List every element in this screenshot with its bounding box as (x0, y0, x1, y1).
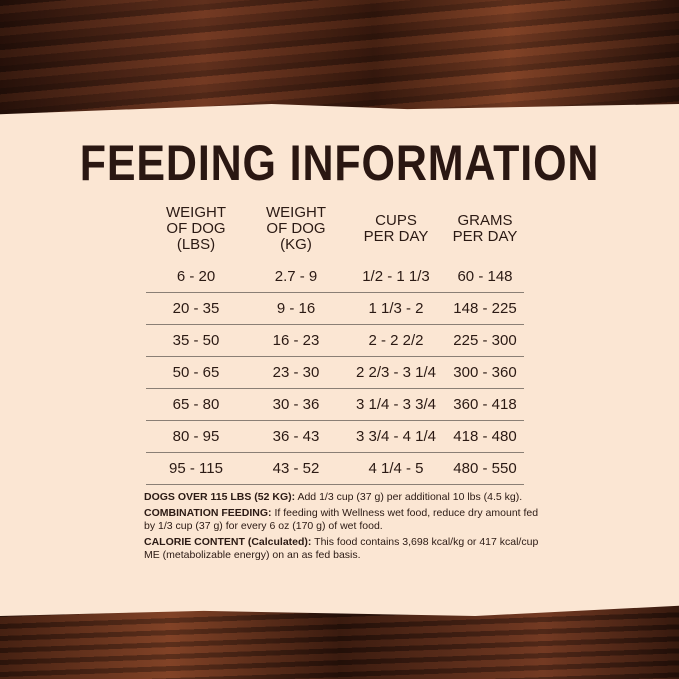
table-cell: 35 - 50 (146, 324, 246, 357)
table-cell: 50 - 65 (146, 356, 246, 389)
table-cell: 2 2/3 - 3 1/4 (346, 356, 446, 389)
table-cell: 95 - 115 (146, 452, 246, 485)
table-cell: 480 - 550 (446, 452, 524, 485)
table-cell: 43 - 52 (246, 452, 346, 485)
table-cell: 418 - 480 (446, 420, 524, 453)
table-row: 35 - 50 16 - 23 2 - 2 2/2 225 - 300 (146, 324, 524, 357)
page-title: FEEDING INFORMATION (79, 135, 600, 191)
table-cell: 1/2 - 1 1/3 (346, 261, 446, 293)
table-cell: 23 - 30 (246, 356, 346, 389)
note-combination-feeding: COMBINATION FEEDING: If feeding with Wel… (144, 506, 539, 533)
table-cell: 360 - 418 (446, 388, 524, 421)
table-cell: 1 1/3 - 2 (346, 292, 446, 325)
table-cell: 3 3/4 - 4 1/4 (346, 420, 446, 453)
feeding-table: WEIGHT OF DOG (LBS) WEIGHT OF DOG (KG) CUPS P… (146, 205, 524, 485)
table-cell: 36 - 43 (246, 420, 346, 453)
header-weight-kg: WEIGHT OF DOG (KG) (266, 204, 326, 253)
header-cups: CUPS PER DAY (363, 212, 429, 245)
feeding-notes: DOGS OVER 115 LBS (52 KG): Add 1/3 cup (… (144, 491, 544, 565)
table-cell: 16 - 23 (246, 324, 346, 357)
table-cell: 30 - 36 (246, 388, 346, 421)
table-row: 6 - 20 2.7 - 9 1/2 - 1 1/3 60 - 148 (146, 261, 524, 293)
table-cell: 3 1/4 - 3 3/4 (346, 388, 446, 421)
table-cell: 65 - 80 (146, 388, 246, 421)
note-calorie-content: CALORIE CONTENT (Calculated): This food … (144, 535, 539, 562)
header-grams: GRAMS PER DAY (452, 212, 518, 245)
table-row: 50 - 65 23 - 30 2 2/3 - 3 1/4 300 - 360 (146, 356, 524, 389)
table-cell: 4 1/4 - 5 (346, 452, 446, 485)
table-cell: 80 - 95 (146, 420, 246, 453)
table-cell: 6 - 20 (146, 261, 246, 293)
table-row: 20 - 35 9 - 16 1 1/3 - 2 148 - 225 (146, 292, 524, 325)
header-weight-lbs: WEIGHT OF DOG (LBS) (166, 204, 226, 253)
table-cell: 2 - 2 2/2 (346, 324, 446, 357)
note-large-dogs: DOGS OVER 115 LBS (52 KG): Add 1/3 cup (… (144, 491, 523, 503)
table-cell: 300 - 360 (446, 356, 524, 389)
table-cell: 148 - 225 (446, 292, 524, 325)
table-row: 65 - 80 30 - 36 3 1/4 - 3 3/4 360 - 418 (146, 388, 524, 421)
table-cell: 20 - 35 (146, 292, 246, 325)
table-row: 95 - 115 43 - 52 4 1/4 - 5 480 - 550 (146, 452, 524, 485)
table-cell: 9 - 16 (246, 292, 346, 325)
table-cell: 225 - 300 (446, 324, 524, 357)
table-header-row: WEIGHT OF DOG (LBS) WEIGHT OF DOG (KG) CUPS P… (146, 205, 524, 261)
table-cell: 2.7 - 9 (246, 261, 346, 293)
table-cell: 60 - 148 (446, 261, 524, 293)
table-row: 80 - 95 36 - 43 3 3/4 - 4 1/4 418 - 480 (146, 420, 524, 453)
